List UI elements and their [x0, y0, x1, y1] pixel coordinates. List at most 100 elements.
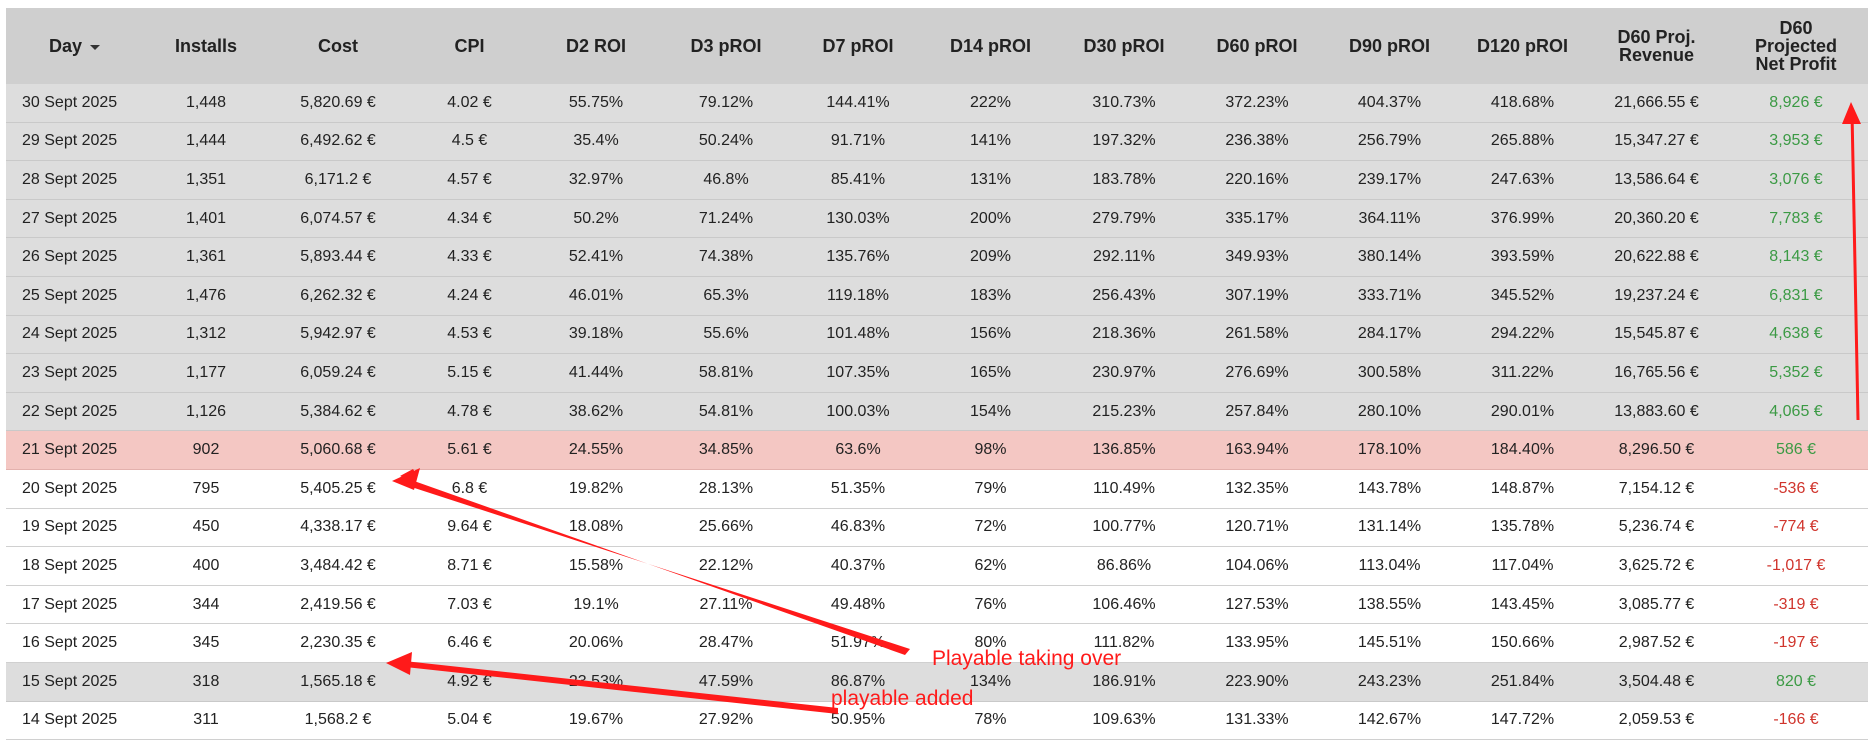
cell-cpi[interactable]: 4.57 €	[407, 160, 532, 200]
cell-cost[interactable]: 6,059.24 €	[269, 353, 407, 393]
cell-d14-proi[interactable]: 183%	[924, 276, 1057, 316]
cell-installs[interactable]: 1,448	[143, 84, 269, 123]
cell-d90-proi[interactable]: 364.11%	[1323, 199, 1456, 239]
cell-cpi[interactable]: 6.46 €	[407, 623, 532, 663]
cell-d90-proi[interactable]: 239.17%	[1323, 160, 1456, 200]
cell-d3-proi[interactable]: 54.81%	[660, 392, 792, 432]
cell-cpi[interactable]: 5.15 €	[407, 353, 532, 393]
cell-d2-roi[interactable]: 46.01%	[532, 276, 660, 316]
cell-installs[interactable]: 345	[143, 623, 269, 663]
cell-d90-proi[interactable]: 113.04%	[1323, 546, 1456, 586]
cell-cpi[interactable]: 8.71 €	[407, 546, 532, 586]
cell-d14-proi[interactable]: 131%	[924, 160, 1057, 200]
cell-cost[interactable]: 1,568.2 €	[269, 701, 407, 740]
cell-d2-roi[interactable]: 52.41%	[532, 237, 660, 277]
cell-installs[interactable]: 1,351	[143, 160, 269, 200]
cell-cpi[interactable]: 7.03 €	[407, 585, 532, 625]
cell-d3-proi[interactable]: 27.92%	[660, 701, 792, 740]
cell-d7-proi[interactable]: 135.76%	[792, 237, 924, 277]
cell-cpi[interactable]: 4.92 €	[407, 662, 532, 702]
cell-installs[interactable]: 1,177	[143, 353, 269, 393]
cell-d3-proi[interactable]: 65.3%	[660, 276, 792, 316]
cell-d60-proj-revenue[interactable]: 20,622.88 €	[1589, 237, 1724, 277]
column-header-d60-proj-revenue[interactable]: D60 Proj. Revenue	[1589, 8, 1724, 84]
cell-d120-proi[interactable]: 345.52%	[1456, 276, 1589, 316]
cell-d14-proi[interactable]: 72%	[924, 508, 1057, 548]
cell-cpi[interactable]: 4.34 €	[407, 199, 532, 239]
cell-d30-proi[interactable]: 310.73%	[1057, 84, 1191, 123]
cell-d60-proj-revenue[interactable]: 8,296.50 €	[1589, 430, 1724, 470]
table-row[interactable]: 19 Sept 2025 450 4,338.17 €9.64 €18.08% 25.…	[6, 508, 1868, 548]
cell-cost[interactable]: 5,060.68 €	[269, 430, 407, 470]
cell-d14-proi[interactable]: 200%	[924, 199, 1057, 239]
cell-d3-proi[interactable]: 28.47%	[660, 623, 792, 663]
cell-d60-proi[interactable]: 276.69%	[1191, 353, 1323, 393]
cell-d3-proi[interactable]: 27.11%	[660, 585, 792, 625]
cell-d60-proj-revenue[interactable]: 7,154.12 €	[1589, 469, 1724, 509]
column-header-cpi[interactable]: CPI	[407, 8, 532, 84]
cell-d60-projected-net-profit[interactable]: 4,065 €	[1724, 392, 1868, 432]
cell-cost[interactable]: 4,338.17 €	[269, 508, 407, 548]
cell-d60-proi[interactable]: 163.94%	[1191, 430, 1323, 470]
cell-d2-roi[interactable]: 18.08%	[532, 508, 660, 548]
cell-d120-proi[interactable]: 294.22%	[1456, 315, 1589, 355]
cell-d60-projected-net-profit[interactable]: 5,352 €	[1724, 353, 1868, 393]
cell-d120-proi[interactable]: 418.68%	[1456, 84, 1589, 123]
cell-d60-proj-revenue[interactable]: 15,347.27 €	[1589, 122, 1724, 162]
cell-day[interactable]: 18 Sept 2025	[6, 546, 143, 586]
column-header-d120-proi[interactable]: D120 pROI	[1456, 8, 1589, 84]
table-row[interactable]: 25 Sept 2025 1,476 6,262.32 €4.24 €46.01% 6…	[6, 276, 1868, 316]
cell-d30-proi[interactable]: 215.23%	[1057, 392, 1191, 432]
cell-day[interactable]: 27 Sept 2025	[6, 199, 143, 239]
cell-d60-projected-net-profit[interactable]: -774 €	[1724, 508, 1868, 548]
cell-d60-proj-revenue[interactable]: 21,666.55 €	[1589, 84, 1724, 123]
cell-d90-proi[interactable]: 143.78%	[1323, 469, 1456, 509]
cell-d3-proi[interactable]: 50.24%	[660, 122, 792, 162]
cell-d60-proi[interactable]: 349.93%	[1191, 237, 1323, 277]
cell-cost[interactable]: 5,893.44 €	[269, 237, 407, 277]
cell-day[interactable]: 28 Sept 2025	[6, 160, 143, 200]
cell-d60-projected-net-profit[interactable]: -319 €	[1724, 585, 1868, 625]
cell-d7-proi[interactable]: 51.35%	[792, 469, 924, 509]
cell-installs[interactable]: 1,126	[143, 392, 269, 432]
table-row[interactable]: 22 Sept 2025 1,126 5,384.62 €4.78 €38.62% 5…	[6, 392, 1868, 432]
cell-d60-proi[interactable]: 220.16%	[1191, 160, 1323, 200]
cell-d60-proi[interactable]: 335.17%	[1191, 199, 1323, 239]
cell-d60-proi[interactable]: 257.84%	[1191, 392, 1323, 432]
cell-d60-proi[interactable]: 261.58%	[1191, 315, 1323, 355]
table-row[interactable]: 28 Sept 2025 1,351 6,171.2 €4.57 €32.97% 46…	[6, 160, 1868, 200]
table-row[interactable]: 20 Sept 2025 795 5,405.25 €6.8 €19.82% 28.1…	[6, 469, 1868, 509]
cell-cpi[interactable]: 5.61 €	[407, 430, 532, 470]
cell-installs[interactable]: 1,444	[143, 122, 269, 162]
cell-d30-proi[interactable]: 111.82%	[1057, 623, 1191, 663]
cell-d60-projected-net-profit[interactable]: -166 €	[1724, 701, 1868, 740]
cell-cpi[interactable]: 4.02 €	[407, 84, 532, 123]
cell-cpi[interactable]: 4.33 €	[407, 237, 532, 277]
cell-d60-proi[interactable]: 372.23%	[1191, 84, 1323, 123]
cell-d90-proi[interactable]: 178.10%	[1323, 430, 1456, 470]
cell-d14-proi[interactable]: 78%	[924, 701, 1057, 740]
cell-d30-proi[interactable]: 186.91%	[1057, 662, 1191, 702]
cell-d14-proi[interactable]: 76%	[924, 585, 1057, 625]
cell-cost[interactable]: 6,492.62 €	[269, 122, 407, 162]
cell-installs[interactable]: 1,312	[143, 315, 269, 355]
cell-d60-projected-net-profit[interactable]: -1,017 €	[1724, 546, 1868, 586]
cell-d30-proi[interactable]: 86.86%	[1057, 546, 1191, 586]
cell-d3-proi[interactable]: 34.85%	[660, 430, 792, 470]
cell-installs[interactable]: 902	[143, 430, 269, 470]
cell-d90-proi[interactable]: 256.79%	[1323, 122, 1456, 162]
cell-d3-proi[interactable]: 71.24%	[660, 199, 792, 239]
cell-cpi[interactable]: 4.53 €	[407, 315, 532, 355]
cell-cost[interactable]: 6,171.2 €	[269, 160, 407, 200]
cell-d2-roi[interactable]: 23.53%	[532, 662, 660, 702]
cell-d7-proi[interactable]: 40.37%	[792, 546, 924, 586]
cell-d30-proi[interactable]: 136.85%	[1057, 430, 1191, 470]
cell-installs[interactable]: 1,361	[143, 237, 269, 277]
cell-day[interactable]: 25 Sept 2025	[6, 276, 143, 316]
cell-d60-proi[interactable]: 223.90%	[1191, 662, 1323, 702]
cell-cost[interactable]: 1,565.18 €	[269, 662, 407, 702]
cell-d60-proj-revenue[interactable]: 13,586.64 €	[1589, 160, 1724, 200]
cell-d60-proi[interactable]: 104.06%	[1191, 546, 1323, 586]
cell-d2-roi[interactable]: 50.2%	[532, 199, 660, 239]
cell-d90-proi[interactable]: 243.23%	[1323, 662, 1456, 702]
